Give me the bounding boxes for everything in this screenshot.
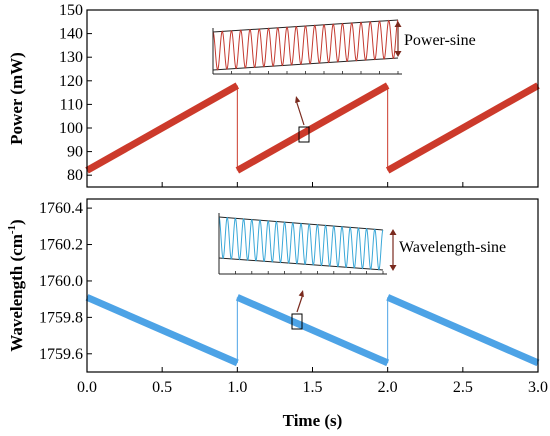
y-tick-label: 150 bbox=[59, 2, 83, 19]
y-axis-title-end: ) bbox=[7, 219, 26, 225]
zoom-arrow-head bbox=[295, 96, 301, 103]
amplitude-arrow-head-up bbox=[394, 21, 402, 27]
x-tick-label: 0.5 bbox=[152, 379, 172, 396]
amplitude-arrow-head-down bbox=[394, 51, 402, 57]
series-segment-2 bbox=[235, 294, 390, 367]
inset-label: Wavelength-sine bbox=[399, 239, 506, 256]
y-tick-label: 90 bbox=[67, 144, 83, 161]
y-axis-title: Wavelength (cm-1) bbox=[6, 219, 26, 351]
y-tick-label: 1759.8 bbox=[39, 309, 83, 326]
y-tick-label: 1760.4 bbox=[39, 200, 83, 217]
inset-power: Power-sine bbox=[212, 19, 476, 143]
inset-sine-wave bbox=[218, 216, 384, 271]
series-segment-3 bbox=[386, 294, 540, 367]
x-tick-label: 0.0 bbox=[77, 379, 97, 396]
zoom-arrow-shaft bbox=[295, 99, 305, 126]
inset-label: Power-sine bbox=[404, 32, 476, 49]
zoom-arrow-shaft bbox=[296, 293, 304, 313]
y-axis-title: Power (mW) bbox=[7, 52, 26, 145]
series-segment-3 bbox=[385, 82, 540, 174]
zoom-arrow-head bbox=[298, 290, 304, 297]
x-tick-label: 3.0 bbox=[528, 379, 548, 396]
plot-frame bbox=[86, 198, 539, 373]
amplitude-arrow-head-down bbox=[389, 265, 397, 271]
inset-envelope-bottom bbox=[218, 257, 384, 271]
y-tick-label: 1760.2 bbox=[39, 237, 83, 254]
x-tick-label: 1.0 bbox=[227, 379, 247, 396]
inset-wavelength: Wavelength-sine bbox=[218, 213, 506, 330]
x-tick-label: 2.0 bbox=[378, 379, 398, 396]
y-tick-label: 80 bbox=[67, 167, 83, 184]
x-axis-title: Time (s) bbox=[283, 411, 343, 430]
y-tick-label: 1760.0 bbox=[39, 273, 83, 290]
y-tick-label: 130 bbox=[59, 49, 83, 66]
y-tick-label: 1759.6 bbox=[39, 346, 83, 363]
y-tick-label: 110 bbox=[60, 96, 83, 113]
x-tick-label: 1.5 bbox=[303, 379, 323, 396]
wavelength-panel: 1759.6 1759.8 1760.0 1760.2 1760.4 0.0 0.5 1.0 1… bbox=[6, 198, 548, 430]
series-segment-1 bbox=[85, 294, 239, 367]
y-axis-title-superscript: -1 bbox=[6, 225, 18, 234]
inset-envelope-bottom bbox=[212, 57, 399, 71]
y-tick-label: 120 bbox=[59, 73, 83, 90]
y-tick-label: 100 bbox=[59, 120, 83, 137]
series-segment-1 bbox=[85, 82, 240, 174]
zoom-region-box bbox=[298, 126, 310, 143]
x-tick-label: 2.5 bbox=[453, 379, 473, 396]
power-panel: 80 90 100 110 120 130 140 150 Power (mW) Power-si… bbox=[7, 2, 540, 188]
zoom-region-box bbox=[291, 313, 303, 330]
series-segment-2 bbox=[235, 82, 390, 174]
y-tick-label: 140 bbox=[59, 26, 83, 43]
amplitude-arrow-head-up bbox=[389, 229, 397, 235]
inset-sine-wave bbox=[212, 19, 399, 71]
